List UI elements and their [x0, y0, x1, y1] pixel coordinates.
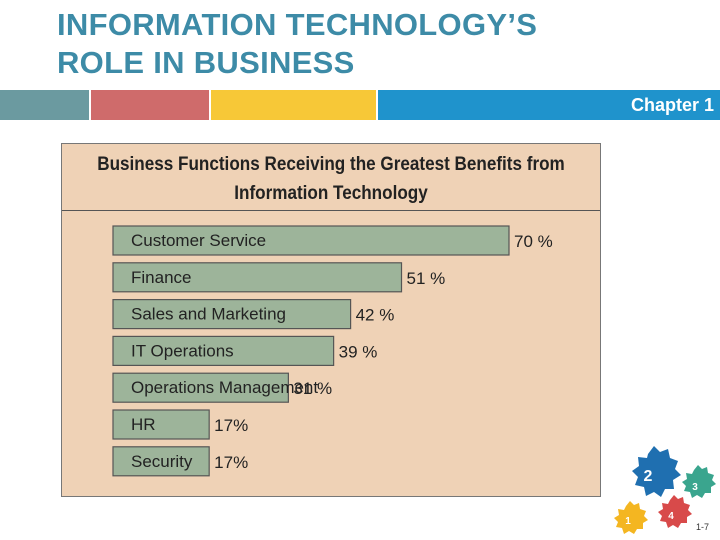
value-label: 39 %: [339, 342, 378, 361]
category-label: Security: [131, 452, 193, 471]
category-label: Finance: [131, 268, 191, 287]
bar-group: HR 17%: [112, 409, 248, 440]
category-label: Customer Service: [131, 231, 266, 250]
bar-group: Customer Service 70 %: [112, 225, 553, 256]
chart-header: Business Functions Receiving the Greates…: [62, 144, 600, 211]
bar-group: IT Operations 39 %: [112, 335, 378, 366]
chart-panel: Business Functions Receiving the Greates…: [61, 143, 601, 497]
bar: [112, 409, 210, 440]
chapter-label: Chapter 1: [630, 95, 714, 115]
gear-number-3: 3: [692, 482, 698, 493]
bar: [112, 372, 289, 403]
bar-group: Security 17%: [112, 446, 248, 477]
category-label: Operations Management: [131, 378, 318, 397]
gear-number-1: 1: [625, 516, 631, 527]
gear-number-2: 2: [644, 468, 653, 485]
slide-title-line1: INFORMATION TECHNOLOGY’S: [57, 7, 538, 42]
page-number: 1-7: [696, 522, 710, 532]
gear-icon: 3: [682, 465, 716, 498]
bar-group: Sales and Marketing 42 %: [112, 299, 395, 330]
value-label: 70 %: [514, 232, 553, 251]
bar: [112, 225, 510, 256]
category-label: HR: [131, 415, 156, 434]
slide-title: INFORMATION TECHNOLOGY’S ROLE IN BUSINES…: [57, 6, 657, 82]
gear-icon: 1: [614, 501, 648, 534]
bar: [112, 262, 403, 293]
bar: [112, 299, 352, 330]
bar: [112, 335, 335, 366]
gear-icon: 2: [632, 446, 681, 497]
chart-title: Business Functions Receiving the Greates…: [89, 150, 573, 208]
band-segment-teal: [0, 90, 89, 120]
chart-title-line2: Information Technology: [234, 183, 428, 204]
bar-group: Finance 51 %: [112, 262, 446, 293]
category-label: Sales and Marketing: [131, 305, 286, 324]
band-segment-yellow: [211, 90, 376, 120]
value-label: 42 %: [356, 306, 395, 325]
slide-title-line2: ROLE IN BUSINESS: [57, 45, 355, 80]
gears-logo: 2 3 1 4: [614, 446, 716, 534]
gear-icon: 4: [658, 495, 692, 528]
band-segment-blue: [378, 90, 720, 120]
gear-number-4: 4: [668, 511, 674, 522]
value-label: 17%: [214, 453, 248, 472]
bar: [112, 446, 210, 477]
chart-title-line1: Business Functions Receiving the Greates…: [97, 154, 565, 175]
value-label: 51 %: [407, 269, 446, 288]
bar-chart: Customer Service 70 % Finance 51 % Sales and…: [112, 225, 553, 477]
category-label: IT Operations: [131, 341, 234, 360]
value-label: 31 %: [293, 379, 332, 398]
color-band: [0, 90, 720, 120]
band-segment-red: [91, 90, 209, 120]
value-label: 17%: [214, 416, 248, 435]
